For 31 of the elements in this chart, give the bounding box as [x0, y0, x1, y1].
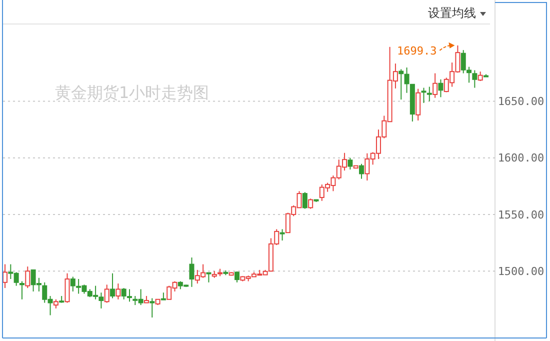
candlestick: [404, 67, 410, 94]
y-tick-label: 1500.00: [498, 264, 544, 278]
candlestick: [478, 71, 483, 82]
candlestick: [25, 266, 30, 289]
candlestick: [472, 70, 478, 88]
candlestick: [189, 256, 194, 288]
y-tick-label: 1550.00: [498, 208, 544, 222]
candlestick: [280, 228, 285, 242]
candlestick: [150, 298, 155, 318]
candlestick: [398, 68, 404, 100]
y-tick-label: 1650.00: [498, 95, 544, 108]
candlestick: [426, 86, 432, 102]
candlestick: [438, 78, 444, 98]
candlestick: [308, 198, 314, 210]
candlestick: [64, 272, 70, 304]
annotation: 1699.3: [396, 44, 437, 58]
candlestick: [421, 87, 426, 104]
candlestick: [19, 280, 24, 300]
candlestick: [302, 192, 308, 210]
candlestick: [110, 272, 116, 299]
text: 设置均线: [428, 6, 476, 20]
candlestick: [3, 264, 8, 289]
candlestick: [359, 163, 364, 180]
y-tick-label: 1600.00: [498, 152, 544, 165]
candlestick: [206, 272, 212, 283]
candlestick: [104, 284, 110, 304]
candlestick: [116, 283, 121, 300]
candlestick: [348, 157, 353, 170]
candlestick: [53, 298, 58, 309]
candlestick: [416, 88, 421, 121]
candlestick: [432, 72, 438, 98]
